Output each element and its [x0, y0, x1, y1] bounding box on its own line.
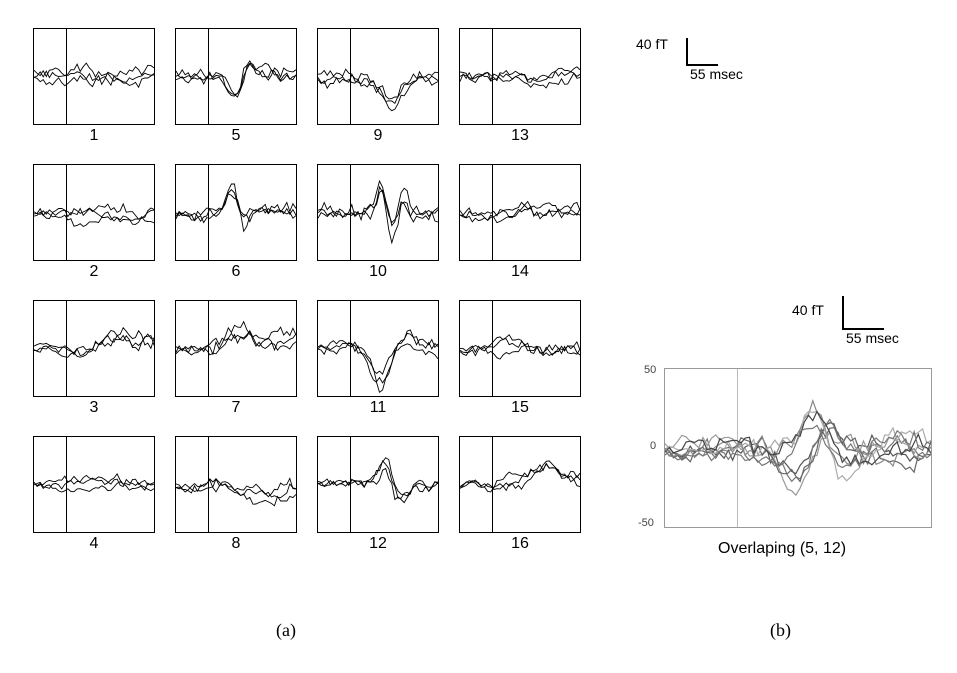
small-panel-traces — [176, 29, 296, 124]
sublabel-a: (a) — [276, 620, 296, 641]
small-panel — [317, 436, 439, 533]
small-panel-label: 10 — [312, 263, 444, 281]
trace — [318, 72, 438, 99]
small-panel-label: 4 — [28, 535, 160, 553]
overlap-caption: Overlaping (5, 12) — [718, 540, 846, 558]
small-panel — [175, 300, 297, 397]
trace — [34, 328, 154, 358]
trace — [318, 190, 438, 242]
trace — [318, 461, 438, 498]
small-panel-label: 11 — [312, 399, 444, 417]
scalebar-a-y-label: 40 fT — [636, 36, 668, 52]
trace — [318, 343, 438, 383]
scalebar-b: 40 fT 55 msec — [792, 296, 952, 348]
small-panel — [459, 436, 581, 533]
small-panel-traces — [34, 165, 154, 260]
small-panel-traces — [176, 301, 296, 396]
small-panel-traces — [460, 301, 580, 396]
small-panel-traces — [460, 437, 580, 532]
small-panel — [317, 300, 439, 397]
small-panel-traces — [318, 437, 438, 532]
overlap-trace — [665, 401, 931, 466]
trace — [318, 69, 438, 103]
trace — [318, 330, 438, 374]
small-panel-label: 13 — [454, 127, 586, 145]
trace — [318, 458, 438, 496]
small-panels-grid: 15913261014371115481216 — [28, 28, 588, 558]
small-panel — [175, 436, 297, 533]
overlap-panel — [664, 368, 932, 528]
small-panel-label: 6 — [170, 263, 302, 281]
small-panel — [175, 164, 297, 261]
overlap-ytick-bottom: -50 — [638, 517, 654, 529]
small-panel-label: 15 — [454, 399, 586, 417]
trace — [318, 333, 438, 392]
small-panel-label: 5 — [170, 127, 302, 145]
figure: { "layout": { "grid_cols": 4, "grid_rows… — [0, 0, 957, 673]
scalebar-a: 40 fT 55 msec — [636, 36, 776, 86]
trace — [176, 63, 296, 97]
small-panel-cell: 4 — [28, 436, 160, 558]
small-panel-cell: 7 — [170, 300, 302, 422]
scalebar-b-x-label: 55 msec — [846, 330, 899, 346]
small-panel-cell: 15 — [454, 300, 586, 422]
trace — [460, 71, 580, 82]
small-panel-label: 9 — [312, 127, 444, 145]
small-panel — [459, 28, 581, 125]
small-panel-traces — [34, 29, 154, 124]
small-panel-cell: 11 — [312, 300, 444, 422]
small-panel-cell: 5 — [170, 28, 302, 150]
small-panel-label: 16 — [454, 535, 586, 553]
overlap-ytick-mid: 0 — [650, 440, 656, 452]
small-panel — [33, 300, 155, 397]
scalebar-a-x-label: 55 msec — [690, 66, 743, 82]
small-panel-cell: 10 — [312, 164, 444, 286]
trace — [176, 479, 296, 506]
small-panel — [175, 28, 297, 125]
small-panel-traces — [318, 165, 438, 260]
small-panel-traces — [176, 165, 296, 260]
scalebar-b-y-label: 40 fT — [792, 302, 824, 318]
small-panel-cell: 1 — [28, 28, 160, 150]
small-panel-cell: 9 — [312, 28, 444, 150]
small-panel-traces — [460, 29, 580, 124]
small-panel-cell: 13 — [454, 28, 586, 150]
small-panel — [33, 164, 155, 261]
trace — [460, 202, 580, 215]
overlap-ytick-top: 50 — [644, 364, 656, 376]
small-panel-label: 12 — [312, 535, 444, 553]
small-panel-cell: 3 — [28, 300, 160, 422]
small-panel-traces — [34, 437, 154, 532]
small-panel-traces — [318, 29, 438, 124]
small-panel — [459, 164, 581, 261]
small-panel-label: 14 — [454, 263, 586, 281]
small-panel-label: 2 — [28, 263, 160, 281]
small-panel — [317, 28, 439, 125]
trace — [318, 187, 438, 223]
small-panel-label: 7 — [170, 399, 302, 417]
small-panel-traces — [176, 437, 296, 532]
overlap-traces — [665, 369, 931, 527]
small-panel-cell: 14 — [454, 164, 586, 286]
small-panel-traces — [460, 165, 580, 260]
trace — [460, 463, 580, 488]
small-panel — [33, 28, 155, 125]
small-panel — [459, 300, 581, 397]
trace — [318, 181, 438, 226]
small-panel — [317, 164, 439, 261]
small-panel — [33, 436, 155, 533]
trace — [176, 184, 296, 231]
small-panel-cell: 8 — [170, 436, 302, 558]
small-panel-label: 8 — [170, 535, 302, 553]
small-panel-traces — [34, 301, 154, 396]
small-panel-cell: 6 — [170, 164, 302, 286]
small-panel-cell: 16 — [454, 436, 586, 558]
small-panel-label: 3 — [28, 399, 160, 417]
small-panel-traces — [318, 301, 438, 396]
sublabel-b: (b) — [770, 620, 791, 641]
small-panel-label: 1 — [28, 127, 160, 145]
trace — [176, 64, 296, 96]
small-panel-cell: 12 — [312, 436, 444, 558]
small-panel-cell: 2 — [28, 164, 160, 286]
